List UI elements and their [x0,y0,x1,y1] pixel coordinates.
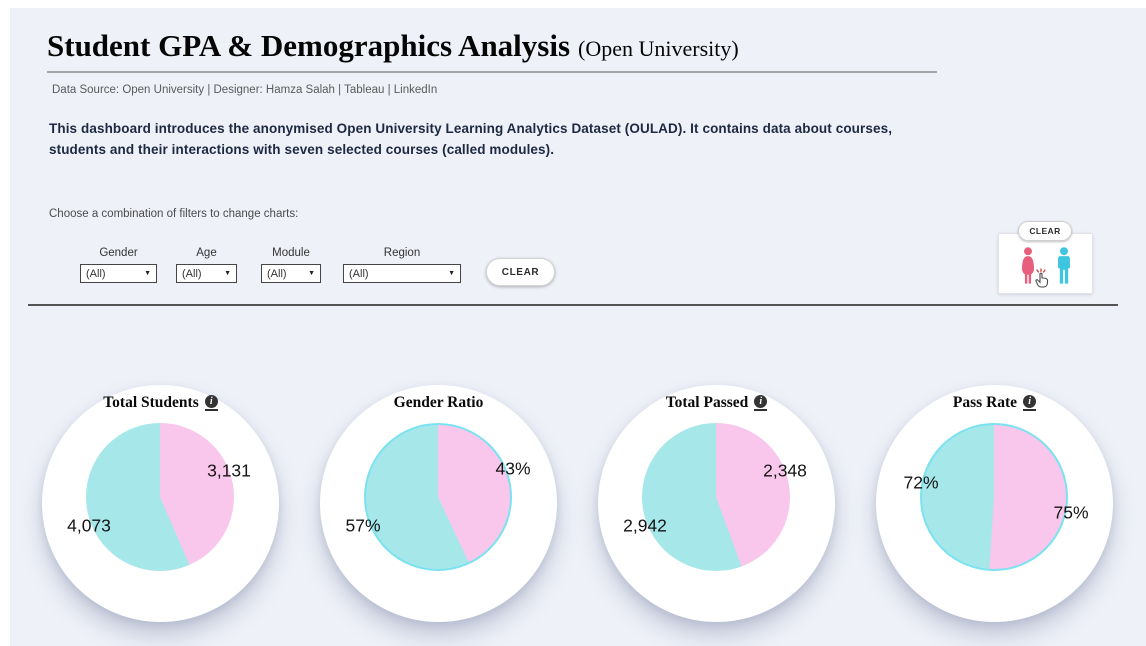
pie-value-male: 4,073 [67,515,111,536]
chart-title: Pass Rate [876,394,1113,412]
pie-value-female: 2,348 [763,460,807,481]
pie-chart-total-students[interactable] [86,423,234,571]
age-filter-dropdown[interactable]: (All) ▼ [176,264,237,283]
female-icon[interactable] [1017,246,1039,286]
info-icon[interactable] [754,395,768,411]
chevron-down-icon: ▼ [448,270,455,277]
chart-title: Gender Ratio [320,394,557,412]
chart-title-text: Pass Rate [952,394,1018,411]
section-divider [28,304,1118,306]
chart-title-text: Total Passed [665,394,749,411]
gender-widget-clear-button[interactable]: CLEAR [1018,221,1072,241]
gender-filter-dropdown[interactable]: (All) ▼ [80,264,157,283]
kpi-card-total-students: Total Students 3,131 4,073 [42,385,279,622]
click-cursor-icon [1035,268,1049,288]
dashboard-description: This dashboard introduces the anonymised… [49,121,893,157]
module-filter-value: (All) [267,267,287,280]
pie-chart-gender-ratio[interactable] [364,423,512,571]
pie-value-male: 72% [903,472,939,493]
page-title: Student GPA & Demographics Analysis (Open… [47,28,739,64]
chevron-down-icon: ▼ [308,270,315,277]
region-filter-label: Region [383,247,421,259]
age-filter-label: Age [196,247,217,259]
chart-title-text: Gender Ratio [393,394,484,411]
clear-filters-button[interactable]: CLEAR [486,258,555,286]
pie-chart-total-passed[interactable] [642,423,790,571]
filter-prompt: Choose a combination of filters to chang… [49,208,299,220]
chevron-down-icon: ▼ [144,270,151,277]
page-title-suffix: (Open University) [578,36,739,61]
pie-chart-pass-rate[interactable] [920,423,1068,571]
info-icon[interactable] [1023,395,1037,411]
pie-value-male: 57% [345,515,381,536]
kpi-card-pass-rate: Pass Rate 75% 72% [876,385,1113,622]
info-icon[interactable] [204,395,218,411]
gender-filter-label: Gender [99,247,138,259]
region-filter-dropdown[interactable]: (All) ▼ [343,264,461,283]
page-title-main: Student GPA & Demographics Analysis [47,28,571,63]
region-filter-value: (All) [349,267,369,280]
module-filter-label: Module [272,247,310,259]
byline: Data Source: Open University | Designer:… [52,84,438,96]
module-filter-dropdown[interactable]: (All) ▼ [261,264,321,283]
pie-value-male: 2,942 [623,515,667,536]
chart-title: Total Students [42,394,279,412]
pie-value-female: 3,131 [207,460,251,481]
chart-title-text: Total Students [103,394,199,411]
male-icon[interactable] [1053,246,1075,286]
chart-title: Total Passed [598,394,835,412]
pie-value-female: 43% [495,458,531,479]
pie-value-female: 75% [1053,502,1089,523]
kpi-card-gender-ratio: Gender Ratio 43% 57% [320,385,557,622]
kpi-card-total-passed: Total Passed 2,348 2,942 [598,385,835,622]
chevron-down-icon: ▼ [224,270,231,277]
title-underline [47,71,937,73]
gender-filter-value: (All) [86,267,106,280]
age-filter-value: (All) [182,267,202,280]
